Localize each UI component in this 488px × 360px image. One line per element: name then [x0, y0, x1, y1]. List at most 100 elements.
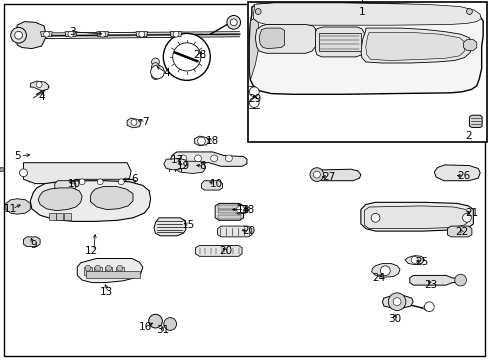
Polygon shape: [360, 202, 472, 231]
Text: 19: 19: [176, 161, 190, 171]
Text: 16: 16: [139, 322, 152, 332]
Circle shape: [173, 31, 179, 37]
Text: 4: 4: [39, 92, 45, 102]
Polygon shape: [433, 165, 479, 181]
Bar: [217, 205, 241, 209]
Polygon shape: [463, 40, 476, 50]
Text: 4: 4: [163, 68, 169, 78]
Polygon shape: [154, 218, 185, 236]
Circle shape: [210, 155, 217, 162]
Circle shape: [172, 43, 201, 71]
Text: 12: 12: [85, 246, 99, 256]
Polygon shape: [23, 237, 40, 247]
Polygon shape: [6, 199, 30, 214]
Polygon shape: [30, 181, 150, 221]
Polygon shape: [41, 32, 52, 37]
Circle shape: [249, 87, 259, 97]
Circle shape: [68, 31, 74, 37]
Polygon shape: [194, 136, 209, 146]
Circle shape: [95, 265, 101, 271]
Polygon shape: [259, 28, 284, 49]
Polygon shape: [170, 152, 246, 166]
Bar: [84, 267, 92, 275]
Text: 9: 9: [30, 240, 37, 250]
Polygon shape: [382, 296, 412, 308]
Bar: [0, 168, 4, 171]
Circle shape: [380, 266, 389, 276]
Circle shape: [151, 58, 159, 66]
Polygon shape: [253, 3, 480, 25]
Polygon shape: [55, 181, 76, 190]
Text: 20: 20: [219, 246, 232, 256]
Text: 23: 23: [424, 280, 437, 290]
Text: 10: 10: [209, 179, 222, 189]
Text: 10: 10: [68, 179, 81, 189]
Circle shape: [85, 265, 91, 271]
Text: 26: 26: [456, 171, 469, 181]
Circle shape: [163, 33, 210, 80]
Circle shape: [131, 120, 137, 125]
Polygon shape: [175, 161, 205, 174]
Circle shape: [151, 67, 159, 75]
Polygon shape: [249, 19, 259, 80]
Circle shape: [79, 179, 85, 185]
Text: 21: 21: [464, 208, 478, 218]
Polygon shape: [136, 32, 147, 37]
Circle shape: [194, 155, 201, 162]
Bar: [85, 271, 140, 278]
Circle shape: [20, 169, 27, 177]
Polygon shape: [468, 115, 481, 127]
Circle shape: [197, 137, 205, 145]
Text: 14: 14: [236, 204, 250, 215]
Circle shape: [118, 179, 124, 185]
Circle shape: [392, 298, 400, 306]
Circle shape: [148, 314, 162, 328]
Bar: [49, 213, 56, 220]
Text: 27: 27: [321, 172, 335, 182]
Polygon shape: [23, 163, 131, 184]
Bar: [248, 2, 486, 142]
Circle shape: [249, 98, 259, 108]
Bar: [104, 267, 112, 275]
Circle shape: [454, 274, 466, 286]
Circle shape: [97, 179, 103, 185]
Polygon shape: [409, 275, 460, 285]
Text: 20: 20: [242, 226, 254, 236]
Bar: [0, 168, 4, 171]
Polygon shape: [316, 169, 360, 181]
Circle shape: [370, 213, 379, 222]
Circle shape: [309, 168, 323, 181]
Polygon shape: [71, 179, 136, 184]
Polygon shape: [195, 246, 242, 256]
Polygon shape: [201, 181, 222, 190]
Polygon shape: [97, 32, 108, 37]
Polygon shape: [170, 32, 182, 37]
Text: 22: 22: [454, 227, 468, 237]
Polygon shape: [364, 206, 468, 229]
Circle shape: [100, 31, 105, 37]
Polygon shape: [315, 27, 364, 57]
Text: 5: 5: [14, 150, 20, 161]
Polygon shape: [90, 186, 133, 210]
Text: 13: 13: [100, 287, 113, 297]
Text: 25: 25: [414, 257, 427, 267]
Text: 8: 8: [199, 161, 206, 171]
Text: 30: 30: [388, 314, 401, 324]
Circle shape: [230, 19, 237, 26]
Polygon shape: [318, 33, 360, 51]
Circle shape: [236, 206, 244, 213]
Bar: [94, 267, 102, 275]
Text: 3: 3: [69, 27, 76, 37]
Circle shape: [36, 82, 42, 87]
Polygon shape: [365, 32, 465, 60]
Circle shape: [255, 9, 261, 14]
Polygon shape: [404, 256, 424, 265]
Circle shape: [15, 31, 22, 39]
Text: 2: 2: [464, 131, 471, 141]
Circle shape: [313, 171, 320, 178]
Bar: [0, 168, 4, 171]
Polygon shape: [215, 203, 243, 220]
Text: 6: 6: [131, 174, 138, 184]
Circle shape: [424, 302, 433, 312]
Circle shape: [43, 31, 49, 37]
